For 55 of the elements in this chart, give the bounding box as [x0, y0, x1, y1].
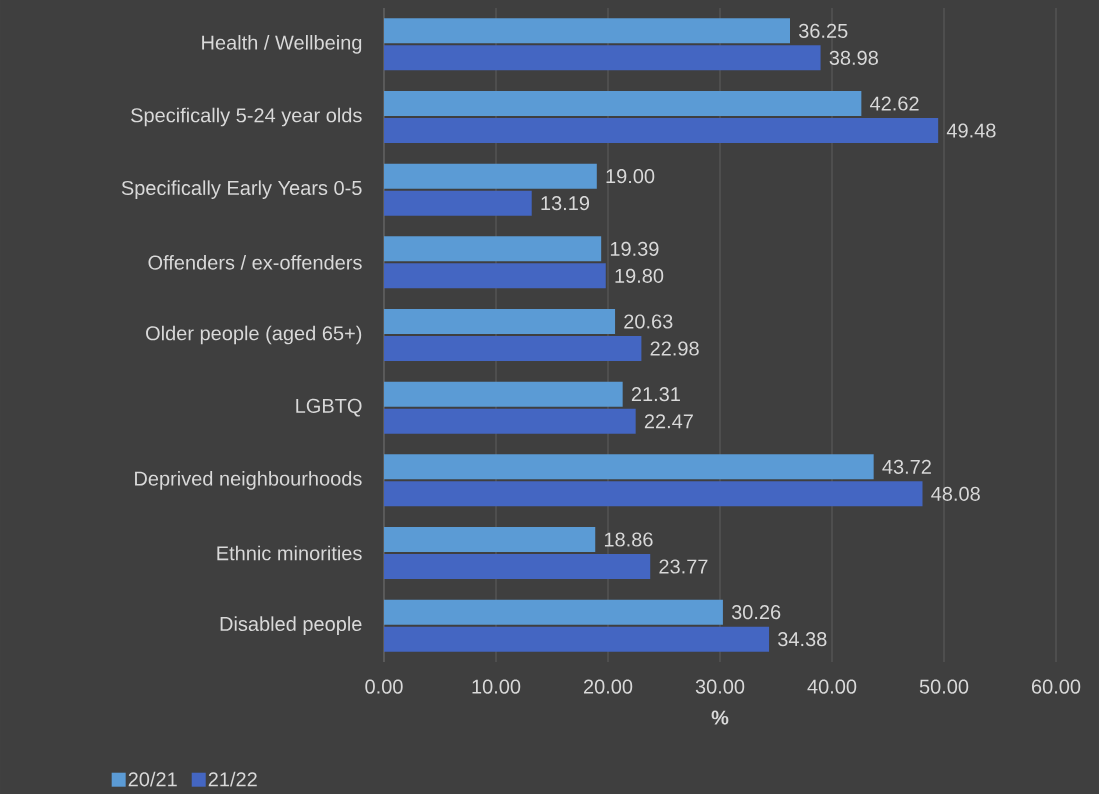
x-tick-label: 40.00 — [807, 679, 857, 694]
bar — [384, 190, 532, 216]
data-label: 49.48 — [946, 123, 996, 138]
data-label: 13.19 — [541, 196, 590, 211]
legend-label: 20/21 — [128, 771, 177, 787]
y-tick-label: Disabled people — [220, 616, 362, 635]
bar — [384, 554, 651, 579]
data-label: 22.47 — [644, 414, 693, 429]
bar — [384, 336, 642, 361]
data-label: 42.62 — [870, 96, 919, 111]
data-label: 38.98 — [829, 50, 878, 65]
x-tick-label: 60.00 — [1032, 679, 1081, 694]
legend-label: 21/22 — [208, 771, 257, 787]
data-label: 30.26 — [731, 605, 781, 620]
bar — [384, 118, 939, 143]
x-tick-label: 10.00 — [472, 679, 521, 694]
bar — [384, 263, 606, 289]
x-axis-title: % — [711, 710, 729, 725]
bar — [384, 481, 923, 507]
y-tick-label: LGBTQ — [296, 398, 362, 417]
bar — [384, 163, 597, 189]
y-tick-label: Specifically Early Years 0-5 — [121, 180, 362, 199]
bar — [384, 18, 790, 44]
data-label: 43.72 — [882, 459, 931, 474]
y-tick-label: Deprived neighbourhoods — [135, 471, 362, 490]
data-label: 19.80 — [615, 268, 664, 283]
data-label: 23.77 — [659, 559, 708, 574]
x-tick-label: 0.00 — [365, 679, 403, 694]
y-tick-label: Older people (aged 65+) — [146, 325, 362, 345]
bar — [384, 626, 770, 652]
bar — [384, 381, 623, 407]
y-tick-label: Health / Wellbeing — [202, 35, 362, 54]
data-label: 18.86 — [604, 532, 653, 547]
data-label: 20.63 — [624, 314, 673, 329]
bar — [384, 527, 596, 552]
x-tick-label: 50.00 — [919, 679, 969, 694]
bar — [384, 45, 821, 71]
y-tick-label: Specifically 5-24 year olds — [131, 107, 362, 127]
data-label: 22.98 — [650, 341, 699, 356]
data-label: 19.00 — [606, 169, 655, 184]
data-label: 34.38 — [778, 632, 827, 647]
data-label: 48.08 — [931, 486, 980, 501]
bar — [384, 599, 723, 625]
bar — [384, 309, 616, 334]
y-tick-label: Offenders / ex-offenders — [148, 254, 362, 270]
bar — [384, 454, 874, 480]
data-label: 21.31 — [631, 387, 680, 402]
bar — [384, 91, 862, 117]
bar — [384, 236, 602, 262]
x-tick-label: 20.00 — [583, 679, 633, 694]
bar — [384, 408, 636, 434]
data-label: 19.39 — [610, 241, 659, 256]
data-label: 36.25 — [798, 23, 848, 38]
x-tick-label: 30.00 — [695, 679, 745, 694]
y-tick-label: Ethnic minorities — [217, 545, 362, 561]
